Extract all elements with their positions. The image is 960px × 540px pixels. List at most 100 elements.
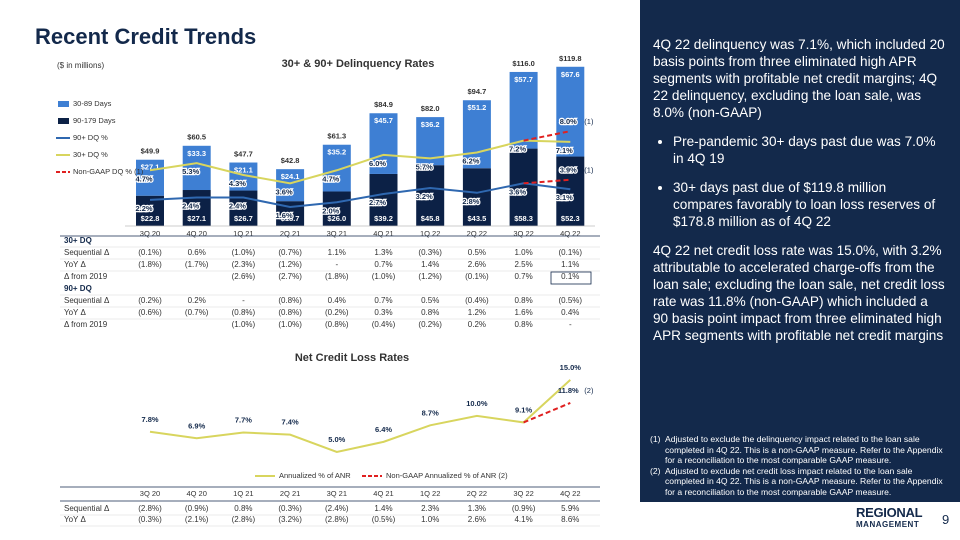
table-row-label: Δ from 2019 <box>64 272 108 281</box>
legend-label: 90+ DQ % <box>73 133 108 142</box>
table-cell: (1.0%) <box>278 320 302 329</box>
legend-label: Non-GAAP DQ % (1) <box>73 167 144 176</box>
table-row-label: YoY Δ <box>64 308 86 317</box>
table-cell: 0.1% <box>561 272 579 281</box>
total-label: $42.8 <box>281 156 300 165</box>
line-label: 6.2% <box>462 156 479 165</box>
line-label: 3.9% <box>560 166 577 175</box>
bar-segment <box>322 191 351 226</box>
table-cell: 0.4% <box>561 308 579 317</box>
line-label: 8.7% <box>422 408 439 417</box>
total-label: $94.7 <box>468 87 487 96</box>
table-cell: 5.9% <box>561 504 579 513</box>
line-label: 5.0% <box>328 435 345 444</box>
table-cell: (1.8%) <box>138 260 162 269</box>
table-cell: 1.0% <box>421 515 439 524</box>
line-label: 9.1% <box>515 405 532 414</box>
line-label: 2.4% <box>182 202 199 211</box>
legend-swatch <box>58 101 69 107</box>
bar-segment <box>556 66 585 157</box>
table-cell: (0.2%) <box>138 296 162 305</box>
line-label: 3.2% <box>416 192 433 201</box>
table-cell: 1.3% <box>468 504 486 513</box>
total-label: $49.9 <box>141 147 160 156</box>
highlight-box <box>550 271 592 285</box>
line-label: 2.0% <box>322 206 339 215</box>
line-label: 6.0% <box>369 159 386 168</box>
x-tick-label: 1Q 22 <box>420 229 440 238</box>
line-label: 7.2% <box>509 145 526 154</box>
table-cell: 2.6% <box>468 260 486 269</box>
line-label: 6.9% <box>188 421 205 430</box>
line-label: 15.0% <box>560 363 582 372</box>
table-cell: 2.3% <box>421 504 439 513</box>
total-label: $61.3 <box>327 132 346 141</box>
table-cell: 0.3% <box>374 308 392 317</box>
page-number: 9 <box>942 512 950 527</box>
table-cell: (0.8%) <box>232 308 256 317</box>
bar-label: $57.7 <box>514 75 533 84</box>
footnote: (2) Adjusted to exclude net credit loss i… <box>650 466 950 498</box>
bar-segment <box>509 71 538 149</box>
bar-label: $27.1 <box>187 214 206 223</box>
table-cell: (2.1%) <box>185 515 209 524</box>
legend-label: 90-179 Days <box>73 116 116 125</box>
table-cell: - <box>335 260 338 269</box>
table-row-label: Δ from 2019 <box>64 320 108 329</box>
line-label: 2.4% <box>229 202 246 211</box>
table-cell: (1.0%) <box>232 248 256 257</box>
bar-segment <box>136 159 164 196</box>
table-cell: (2.3%) <box>232 260 256 269</box>
table-cell: (1.0%) <box>372 272 396 281</box>
table-cell: 0.7% <box>514 272 532 281</box>
bar-label: $67.6 <box>561 70 580 79</box>
table-cell: (1.7%) <box>185 260 209 269</box>
bar-label: $51.2 <box>468 103 487 112</box>
bar-segment <box>182 190 211 226</box>
bar-label: $22.8 <box>141 214 160 223</box>
total-label: $84.9 <box>374 100 393 109</box>
slide-title: Recent Credit Trends <box>35 24 256 49</box>
table-cell: 0.6% <box>188 248 206 257</box>
table-row-label: YoY Δ <box>64 260 86 269</box>
line-label: 4.7% <box>322 174 339 183</box>
line-label: 11.8% <box>558 386 579 395</box>
footnote-ref: (1) <box>584 117 594 126</box>
line-label: 7.1% <box>556 146 573 155</box>
bar-label: $26.0 <box>327 214 346 223</box>
table-row-label: Sequential Δ <box>64 296 110 305</box>
bar-label: $33.3 <box>187 149 206 158</box>
paragraph: 4Q 22 delinquency was 7.1%, which includ… <box>653 37 945 120</box>
footnote-marker: (2) <box>650 465 661 476</box>
table-cell: 0.8% <box>514 320 532 329</box>
table-cell: 0.8% <box>514 296 532 305</box>
table-row-label: Sequential Δ <box>64 504 110 513</box>
table-cell: 8.6% <box>561 515 579 524</box>
line-label: 2.2% <box>135 204 152 213</box>
x-tick-label: 2Q 21 <box>280 229 300 238</box>
table-cell: (2.8%) <box>325 515 349 524</box>
table-section-header: 90+ DQ <box>64 284 92 293</box>
x-tick-label: 3Q 22 <box>513 489 533 498</box>
bar-segment <box>556 156 585 226</box>
logo: REGIONAL MANAGEMENT <box>856 506 938 534</box>
bar-segment <box>276 169 305 202</box>
table-cell: 0.8% <box>421 308 439 317</box>
table-cell: (0.7%) <box>278 248 302 257</box>
line <box>149 379 571 454</box>
table-section-header: 30+ DQ <box>64 236 92 245</box>
table-cell: (0.4%) <box>372 320 396 329</box>
chart-title: Net Credit Loss Rates <box>295 352 409 364</box>
table-cell: (0.3%) <box>138 515 162 524</box>
table-cell: (0.5%) <box>559 296 583 305</box>
table-cell: 2.6% <box>468 515 486 524</box>
line-label: 4.7% <box>135 174 152 183</box>
table-cell: (1.8%) <box>325 272 349 281</box>
table-cell: (1.0%) <box>232 320 256 329</box>
table-cell: (0.1%) <box>465 272 489 281</box>
line <box>149 139 571 185</box>
bar-label: $35.2 <box>327 148 346 157</box>
x-tick-label: 3Q 20 <box>140 229 160 238</box>
line <box>523 402 571 424</box>
